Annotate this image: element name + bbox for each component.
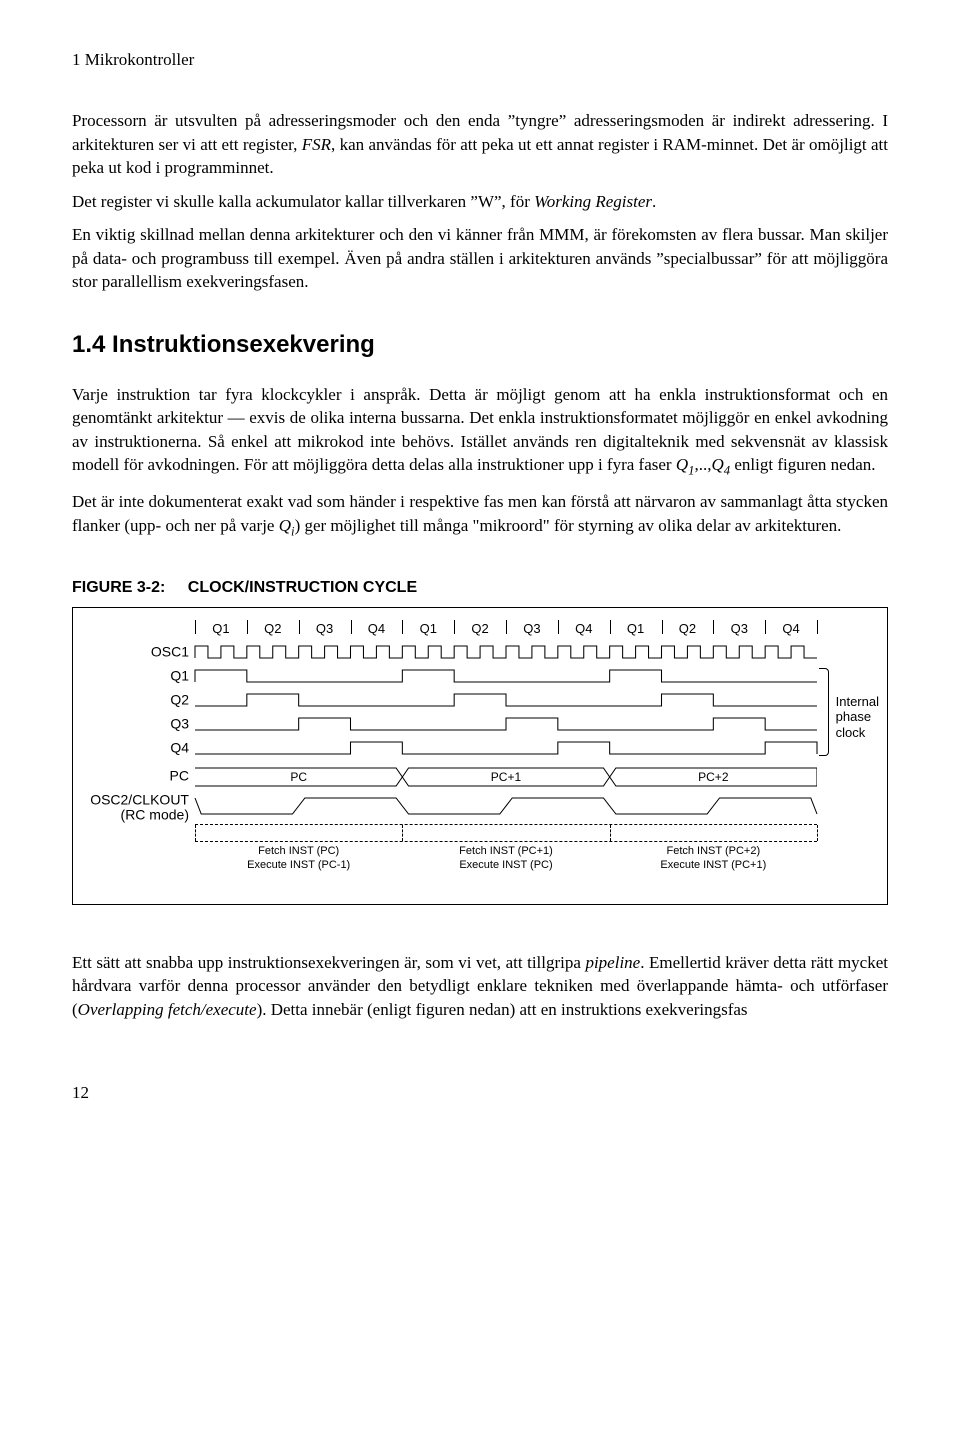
text: En viktig skillnad mellan denna arkitekt…: [72, 225, 888, 291]
fe-e1: Execute INST (PC): [459, 858, 552, 873]
text: Det register vi skulle kalla ackumulator…: [72, 192, 656, 211]
paragraph-5: Det är inte dokumenterat exakt vad som h…: [72, 490, 888, 540]
side-label: Internalphaseclock: [836, 694, 879, 741]
section-heading: 1.4 Instruktionsexekvering: [72, 328, 888, 361]
pc-val-0: PC: [195, 769, 402, 786]
figure-title: CLOCK/INSTRUCTION CYCLE: [188, 579, 417, 596]
label-q2: Q2: [170, 690, 189, 709]
label-osc1: OSC1: [151, 642, 189, 661]
section-title: Instruktionsexekvering: [112, 331, 375, 358]
text: Varje instruktion tar fyra klockcykler i…: [72, 385, 888, 474]
pc-val-2: PC+2: [610, 769, 817, 786]
fe-f2: Fetch INST (PC+2): [666, 844, 760, 859]
wave-q1: [195, 668, 817, 684]
wave-q3: [195, 716, 817, 732]
section-number: 1.4: [72, 331, 105, 358]
pc-val-1: PC+1: [402, 769, 609, 786]
figure-caption: FIGURE 3-2: CLOCK/INSTRUCTION CYCLE: [72, 577, 888, 599]
label-q3: Q3: [170, 714, 189, 733]
wave-q4: [195, 740, 817, 756]
running-header: 1 Mikrokontroller: [72, 48, 888, 71]
fe-e0: Execute INST (PC-1): [247, 858, 350, 873]
label-osc2: OSC2/CLKOUT(RC mode): [90, 792, 189, 823]
wave-q2: [195, 692, 817, 708]
paragraph-2: Det register vi skulle kalla ackumulator…: [72, 190, 888, 213]
text: Processorn är utsvulten på adresseringsm…: [72, 111, 888, 177]
text: Ett sätt att snabba upp instruktionsexek…: [72, 953, 888, 1019]
paragraph-1: Processorn är utsvulten på adresseringsm…: [72, 109, 888, 179]
paragraph-4: Varje instruktion tar fyra klockcykler i…: [72, 383, 888, 480]
wave-osc1: [195, 644, 817, 660]
label-q4: Q4: [170, 738, 189, 757]
fe-f0: Fetch INST (PC): [258, 844, 339, 859]
pc-row: PC PC+1 PC+2: [195, 766, 817, 788]
fetch-exec-lane: [195, 824, 817, 842]
brace-icon: [819, 668, 829, 756]
label-pc: PC: [170, 766, 189, 785]
fe-e2: Execute INST (PC+1): [660, 858, 766, 873]
fe-f1: Fetch INST (PC+1): [459, 844, 553, 859]
paragraph-3: En viktig skillnad mellan denna arkitekt…: [72, 223, 888, 293]
text: Det är inte dokumenterat exakt vad som h…: [72, 492, 888, 534]
figure-label: FIGURE 3-2:: [72, 579, 165, 596]
page-number: 12: [72, 1081, 888, 1104]
label-q1: Q1: [170, 666, 189, 685]
wave-area: Q1 Q2 Q3 Q4 Q1 Q2 Q3 Q4 Q1 Q2: [195, 618, 817, 898]
q-header: Q1 Q2 Q3 Q4 Q1 Q2 Q3 Q4 Q1 Q2: [195, 618, 817, 638]
paragraph-6: Ett sätt att snabba upp instruktionsexek…: [72, 951, 888, 1021]
timing-diagram: OSC1 Q1 Q2 Q3 Q4 PC OSC2/CLKOUT(RC mode)…: [72, 607, 888, 905]
wave-osc2: [195, 796, 817, 816]
